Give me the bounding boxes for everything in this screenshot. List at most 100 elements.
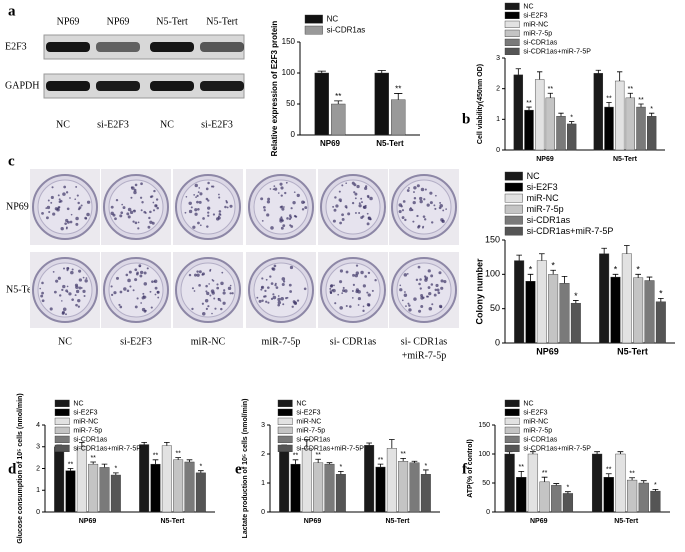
colony-dot <box>141 201 144 204</box>
error-bar <box>558 112 564 117</box>
colony-dot <box>134 268 138 272</box>
x-tick-label: N5-Tert <box>376 139 404 148</box>
bar <box>391 99 406 136</box>
colony-dot <box>360 270 364 275</box>
colony-dot <box>122 206 126 210</box>
colony-dot <box>219 300 222 302</box>
band <box>46 81 90 91</box>
y-tick-label: 100 <box>478 451 490 458</box>
treatment-label: si-E2F3 <box>201 119 233 130</box>
error-bar <box>164 442 170 446</box>
colony-dot <box>374 279 377 282</box>
colony-dot <box>188 273 192 277</box>
colony-dot <box>218 196 221 199</box>
colony-dot <box>207 199 210 202</box>
colony-dot <box>277 300 282 305</box>
colony-dot <box>260 197 264 201</box>
colony-dot <box>154 293 157 296</box>
colony-dot <box>141 296 145 300</box>
colony-dot <box>111 293 114 296</box>
colony-dot <box>367 303 371 307</box>
colony-dot <box>196 270 199 273</box>
colony-dot <box>194 208 198 212</box>
colony-dot <box>283 206 285 208</box>
column-label: si-E2F3 <box>120 336 152 347</box>
colony-dot <box>360 197 363 200</box>
dish-inner <box>37 179 93 235</box>
panel-letter: f <box>462 461 468 477</box>
colony-dot <box>209 268 212 271</box>
colony-dot <box>256 296 259 299</box>
colony-dot <box>210 185 213 188</box>
colony-dot <box>419 278 422 281</box>
colony-dot <box>292 200 296 205</box>
colony-dot <box>273 185 276 188</box>
error-bar <box>646 276 653 281</box>
colony-dot <box>416 184 420 188</box>
colony-dot <box>363 205 367 210</box>
colony-dot <box>216 286 220 290</box>
colony-dot <box>270 282 274 285</box>
error-bar <box>539 253 545 261</box>
column-label: si- CDR1as <box>401 336 448 347</box>
bar <box>644 280 655 344</box>
colony-dot <box>433 293 437 297</box>
colony-dot <box>285 181 288 184</box>
colony-dot <box>265 300 268 303</box>
colony-dot <box>74 294 77 297</box>
bar <box>559 283 570 344</box>
colony-dot <box>413 191 415 194</box>
colony-dot <box>339 269 343 273</box>
colony-dot <box>61 311 65 315</box>
colony-dot <box>225 199 228 202</box>
colony-dot <box>406 189 410 192</box>
colony-dot <box>353 183 357 187</box>
colony-dot <box>398 203 403 207</box>
colony-dot <box>364 275 367 278</box>
colony-dot <box>152 201 155 204</box>
y-tick-label: 0 <box>36 509 40 516</box>
colony-dot <box>353 191 356 194</box>
colony-dot <box>333 208 337 212</box>
legend-label: NC <box>527 171 540 181</box>
colony-dot <box>53 290 57 294</box>
colony-dot <box>399 284 402 287</box>
bar <box>173 459 184 513</box>
colony-dot <box>151 221 155 225</box>
legend-swatch <box>504 171 523 181</box>
legend-label: NC <box>296 400 306 407</box>
colony-dot <box>75 289 80 294</box>
y-axis-label: Glucose consumption of 10⁵ cells (nmol/m… <box>17 393 24 543</box>
colony-dot <box>77 298 81 303</box>
colony-dot <box>267 197 271 201</box>
colony-dot <box>439 305 443 309</box>
panel-letter: b <box>462 111 470 127</box>
colony-dot <box>429 191 433 195</box>
colony-dot <box>58 294 62 297</box>
colony-dot <box>75 303 78 307</box>
legend-swatch <box>54 444 70 452</box>
colony-dot <box>140 302 143 304</box>
colony-dot <box>398 210 402 214</box>
colony-dot <box>367 293 371 297</box>
colony-dot <box>367 271 371 275</box>
error-bar <box>527 273 534 282</box>
colony-dot <box>134 305 138 309</box>
colony-dot <box>197 191 200 194</box>
bar <box>636 106 646 151</box>
bar <box>364 445 375 513</box>
bar <box>374 72 389 136</box>
colony-dot <box>198 270 202 274</box>
bar <box>646 116 657 151</box>
colony-dot <box>196 273 200 277</box>
error-bar <box>638 103 644 108</box>
error-bar <box>79 442 85 447</box>
colony-dot <box>209 294 212 297</box>
significance: * <box>424 463 427 470</box>
significance: * <box>654 482 657 489</box>
legend-swatch <box>304 25 323 35</box>
colony-dot <box>110 205 114 209</box>
significance: ** <box>629 471 635 478</box>
colony-dot <box>419 199 423 204</box>
colony-dot <box>74 283 79 287</box>
